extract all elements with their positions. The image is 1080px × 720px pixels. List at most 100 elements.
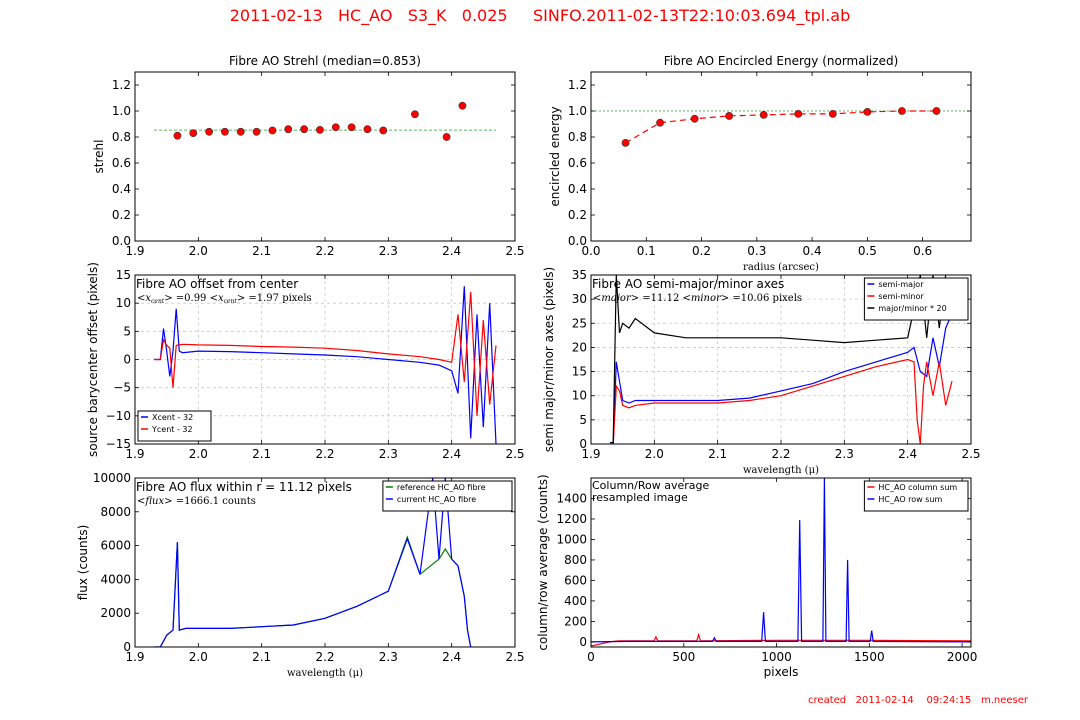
x-tick-label: 2.4 <box>898 447 917 461</box>
x-tick-label: 2.4 <box>442 447 461 461</box>
annotation-part: < <box>137 293 145 304</box>
data-point <box>205 127 213 136</box>
data-point <box>411 110 419 119</box>
panel-strehl: 1.9 2.0 2.1 2.2 2.3 2.4 2.5 0.0 0.2 0.4 0.6 0.8 1.0 1… <box>92 54 525 258</box>
x-tick-label: 2.3 <box>835 447 854 461</box>
panel-title: Fibre AO flux within r = 11.12 pixels <box>136 480 352 494</box>
y-tick-label: 30 <box>572 292 587 306</box>
x-tick-label: 2.0 <box>189 447 208 461</box>
annotation-part: < <box>137 496 145 507</box>
panel-title: Fibre AO semi-major/minor axes <box>592 277 784 291</box>
legend-box <box>863 480 969 512</box>
legend-label: major/minor * 20 <box>878 304 946 313</box>
annotation-part: x <box>218 293 224 304</box>
plot-area <box>154 101 496 141</box>
data-point <box>284 125 293 134</box>
series-line-xcent-32 <box>154 286 497 444</box>
legend-box <box>382 480 513 512</box>
legend: HC_AO column sum HC_AO row sum <box>863 480 969 512</box>
x-tick-label: 2.4 <box>442 244 461 258</box>
panel-flux: 1.9 2.0 2.1 2.2 2.3 2.4 2.5 0 2000 4000 6000 8000 10… <box>76 471 525 679</box>
legend: Xcent - 32 Ycent - 32 <box>137 410 212 442</box>
x-tick-label: 0.2 <box>692 244 711 258</box>
x-tick-label: 2.1 <box>252 244 271 258</box>
x-tick-label: 2.5 <box>505 447 524 461</box>
y-tick-label: 0.4 <box>568 182 587 196</box>
x-tick-label: 2.0 <box>189 244 208 258</box>
y-tick-label: 600 <box>564 573 587 587</box>
y-tick-label: 0.8 <box>112 130 131 144</box>
y-tick-label: 200 <box>564 614 587 628</box>
series-line-semi-minor <box>612 358 953 444</box>
legend-label: semi-minor <box>878 292 924 301</box>
y-axis-label: encircled energy <box>548 106 562 206</box>
data-point <box>621 138 630 147</box>
series-line-current-hc-ao-fibre <box>154 478 472 647</box>
x-tick-label: 2.0 <box>645 447 664 461</box>
legend-box <box>863 277 969 321</box>
y-tick-label: 1000 <box>556 532 587 546</box>
legend-label: HC_AO column sum <box>878 483 957 492</box>
y-tick-label: 0 <box>579 437 587 451</box>
y-tick-label: 0.0 <box>112 234 131 248</box>
axes-frame <box>134 71 516 242</box>
series-line-hc-ao-column-sum <box>591 632 971 647</box>
y-tick-label: 0.4 <box>112 182 131 196</box>
x-axis-label: pixels <box>764 665 799 679</box>
y-tick-label: 400 <box>564 594 587 608</box>
x-tick-label: 2.4 <box>442 650 461 664</box>
annotation-part: > =1.97 pixels <box>237 293 312 304</box>
x-tick-label: 2.1 <box>252 650 271 664</box>
x-tick-label: 0.6 <box>913 244 932 258</box>
data-point <box>331 123 340 132</box>
plot-area <box>591 478 971 647</box>
legend-label: semi-major <box>878 280 924 289</box>
x-tick-label: 2.5 <box>961 447 980 461</box>
y-tick-label: 1.2 <box>112 78 131 92</box>
annotation-part: flux <box>144 496 164 507</box>
annotation-part: x <box>145 293 151 304</box>
y-tick-label: 1200 <box>556 512 587 526</box>
data-point <box>347 123 356 132</box>
annotation-subscript: cent <box>224 298 238 305</box>
y-tick-label: −15 <box>106 437 131 451</box>
data-point <box>221 127 229 136</box>
annotation-part: < <box>593 293 601 304</box>
y-tick-label: 0 <box>123 353 131 367</box>
y-tick-label: 8000 <box>100 505 131 519</box>
data-point <box>458 101 467 110</box>
x-tick-label: 1.9 <box>125 244 144 258</box>
series-line-hc-ao-row-sum <box>591 478 971 643</box>
x-tick-label: 0.1 <box>637 244 656 258</box>
data-point <box>898 107 906 115</box>
data-point <box>656 118 664 127</box>
panel-title: Fibre AO Encircled Energy (normalized) <box>664 54 899 68</box>
legend-label: reference HC_AO fibre <box>397 483 486 492</box>
data-point <box>236 127 245 136</box>
x-axis-label: wavelength (μ) <box>287 668 363 679</box>
x-tick-label: 2000 <box>947 650 978 664</box>
annotation-part: > =10.06 pixels <box>721 293 802 304</box>
x-tick-label: 500 <box>672 650 695 664</box>
panel-annotation: <major> =11.12 <minor> =10.06 pixels <box>593 293 802 304</box>
x-tick-label: 2.3 <box>379 447 398 461</box>
x-tick-label: 2.1 <box>708 447 727 461</box>
y-tick-label: 35 <box>572 268 587 282</box>
panel-title-line: Column/Row average <box>592 479 709 492</box>
y-tick-label: 0.2 <box>112 208 131 222</box>
y-tick-label: 5 <box>579 413 587 427</box>
x-axis-label: radius (arcsec) <box>743 262 819 273</box>
data-point <box>252 127 261 136</box>
data-point <box>863 108 872 116</box>
x-tick-label: 2.3 <box>379 244 398 258</box>
data-point <box>300 125 308 134</box>
plot-area <box>154 286 497 444</box>
y-tick-label: 10 <box>116 296 131 310</box>
y-tick-label: 4000 <box>100 572 131 586</box>
y-tick-label: 1.0 <box>112 104 131 118</box>
ee-line <box>625 110 937 144</box>
annotation-part: > =11.12 < <box>631 293 691 304</box>
x-tick-label: 0 <box>587 650 595 664</box>
y-axis-label: strehl <box>92 140 106 174</box>
